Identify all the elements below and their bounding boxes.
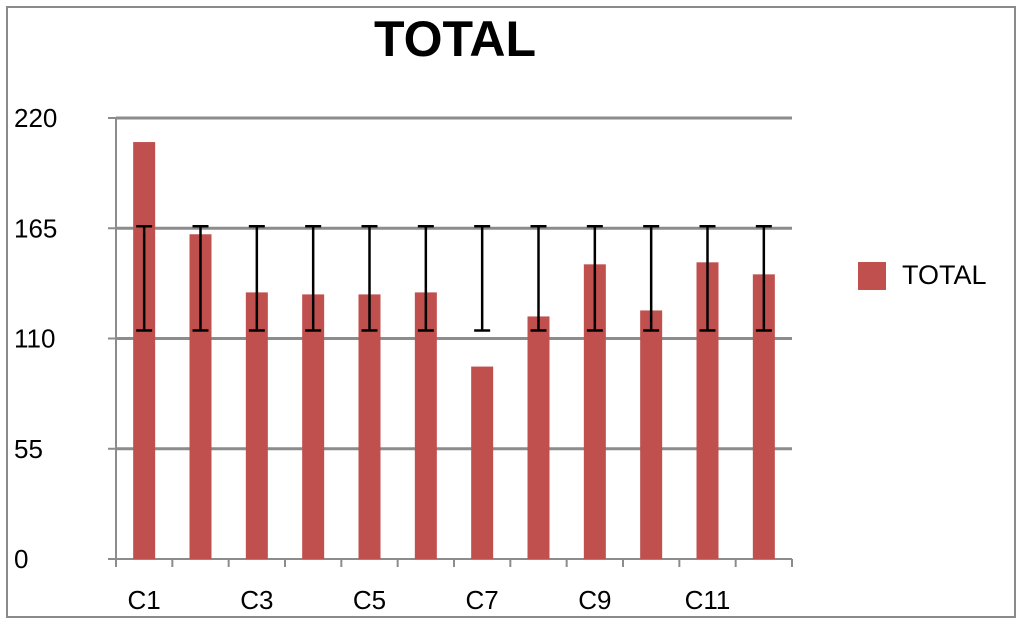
legend-label: TOTAL (902, 260, 987, 291)
bar-C6 (415, 292, 437, 559)
x-tick-label: C1 (128, 585, 161, 615)
x-tick-label: C9 (578, 585, 611, 615)
x-tick-label: C3 (240, 585, 273, 615)
legend: TOTAL (858, 260, 987, 291)
y-tick-label: 220 (14, 103, 57, 133)
bar-C4 (302, 294, 324, 559)
x-tick-label: C5 (353, 585, 386, 615)
bar-C5 (359, 294, 381, 559)
y-tick-label: 55 (14, 434, 43, 464)
bar-C8 (528, 316, 550, 559)
y-tick-label: 0 (14, 544, 28, 574)
bar-C7 (471, 367, 493, 559)
y-tick-label: 165 (14, 213, 57, 243)
bar-C10 (640, 310, 662, 559)
bar-C1 (133, 142, 155, 559)
y-tick-label: 110 (14, 324, 55, 354)
x-tick-label: C7 (466, 585, 499, 615)
x-tick-label: C11 (685, 585, 731, 615)
bar-C3 (246, 292, 268, 559)
legend-swatch (858, 262, 886, 290)
